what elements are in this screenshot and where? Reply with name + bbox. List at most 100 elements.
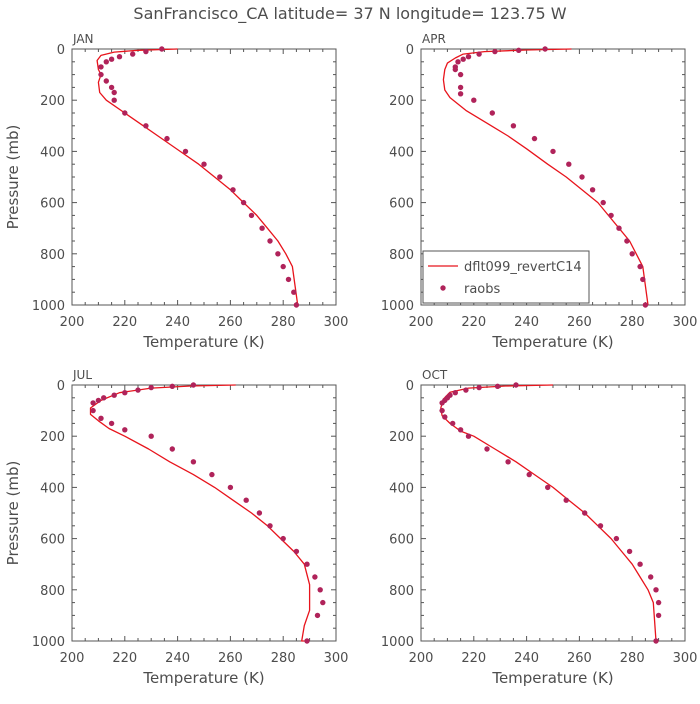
raobs-point — [256, 510, 263, 516]
raobs-point — [248, 212, 255, 219]
y-tick-label: 800 — [40, 584, 65, 599]
x-tick-label: 200 — [409, 651, 434, 666]
x-tick-label: 280 — [620, 315, 645, 330]
raobs-point — [267, 238, 273, 244]
raobs-point — [452, 66, 458, 73]
x-tick-label: 260 — [567, 651, 592, 666]
raobs-point — [465, 54, 472, 60]
raobs-point — [98, 64, 104, 70]
y-tick-label: 600 — [40, 533, 65, 548]
raobs-point — [275, 251, 281, 257]
y-tick-label: 0 — [57, 43, 65, 58]
raobs-point — [317, 587, 323, 593]
raobs-point — [613, 535, 620, 542]
raobs-point — [642, 302, 649, 308]
raobs-point — [457, 84, 464, 91]
raobs-point — [259, 225, 265, 231]
x-tick-label: 300 — [324, 315, 349, 330]
raobs-point — [227, 484, 234, 491]
raobs-point — [280, 535, 286, 542]
raobs-point — [608, 212, 614, 219]
x-axis-label: Temperature (K) — [142, 333, 264, 351]
raobs-point — [476, 384, 482, 391]
raobs-point — [304, 561, 310, 567]
raobs-point — [291, 289, 297, 295]
raobs-point — [624, 238, 630, 244]
raobs-point — [201, 161, 207, 167]
raobs-point — [267, 523, 273, 529]
raobs-point — [135, 387, 141, 393]
raobs-point — [108, 420, 115, 427]
plot-frame — [420, 384, 686, 642]
y-tick-label: 200 — [389, 94, 414, 109]
raobs-point — [111, 392, 117, 398]
raobs-point — [600, 199, 606, 206]
raobs-point — [505, 459, 511, 465]
raobs-point — [98, 71, 104, 78]
panel-apr: APR 200 220 240 260 280 300 0 200 400 600 800 1000 Te… — [381, 32, 698, 351]
raobs-point — [320, 599, 326, 606]
raobs-point — [90, 407, 96, 414]
raobs-point — [616, 225, 622, 231]
raobs-point — [169, 446, 175, 452]
x-tick-label: 280 — [271, 651, 296, 666]
raobs-point — [545, 484, 551, 491]
raobs-point — [637, 561, 643, 567]
y-tick-label: 600 — [40, 197, 65, 212]
raobs-point — [148, 433, 154, 439]
y-tick-label: 800 — [389, 248, 414, 263]
raobs-point — [217, 174, 223, 180]
y-tick-label: 200 — [40, 94, 65, 109]
x-tick-label: 220 — [461, 315, 486, 330]
raobs-point — [542, 46, 548, 52]
raobs-point — [122, 427, 128, 433]
raobs-point — [143, 48, 149, 55]
raobs-point — [108, 56, 115, 62]
raobs-point — [655, 612, 662, 619]
y-axis-label: Pressure (mb) — [4, 125, 22, 230]
raobs-point — [550, 148, 556, 155]
raobs-point — [471, 97, 477, 103]
y-tick-label: 400 — [40, 481, 65, 496]
y-tick-label: 400 — [40, 145, 65, 160]
x-axis-label: Temperature (K) — [491, 333, 613, 351]
x-tick-label: 200 — [60, 651, 85, 666]
raobs-point — [460, 56, 466, 62]
y-tick-label: 1000 — [381, 635, 414, 650]
y-tick-label: 0 — [406, 379, 414, 394]
raobs-point — [190, 459, 197, 465]
y-tick-label: 400 — [389, 145, 414, 160]
series-line-dflt099_revertC14 — [440, 384, 657, 642]
raobs-point — [655, 599, 662, 606]
raobs-point — [280, 263, 286, 270]
panel-oct: OCT 200 220 240 260 280 300 0 200 400 600 800 1000 Te… — [381, 368, 698, 687]
panel-jan: JAN 200 220 240 260 280 300 0 200 400 600 800 1000 Te… — [4, 32, 348, 351]
y-tick-label: 0 — [406, 43, 414, 58]
raobs-point — [597, 523, 604, 529]
raobs-point — [103, 78, 110, 84]
x-tick-label: 260 — [218, 315, 243, 330]
raobs-point — [240, 199, 247, 206]
raobs-point — [230, 187, 236, 193]
raobs-point — [98, 415, 104, 421]
raobs-point — [293, 548, 300, 555]
x-tick-label: 240 — [514, 651, 539, 666]
raobs-point — [513, 382, 519, 388]
panel-jul: JUL 200 220 240 260 280 300 0 200 400 600 800 1000 Te… — [4, 368, 348, 687]
y-tick-label: 200 — [40, 430, 65, 445]
x-tick-label: 200 — [60, 315, 85, 330]
raobs-point — [312, 574, 318, 580]
y-tick-label: 1000 — [32, 635, 65, 650]
x-tick-label: 240 — [165, 651, 190, 666]
raobs-point — [130, 51, 136, 57]
x-tick-label: 260 — [218, 651, 243, 666]
raobs-point — [484, 446, 490, 452]
y-tick-label: 1000 — [32, 299, 65, 314]
raobs-point — [304, 638, 310, 644]
legend-label-model: dflt099_revertC14 — [464, 260, 582, 275]
series-line-dflt099_revertC14 — [96, 48, 299, 306]
raobs-point — [526, 471, 532, 478]
panel-title: APR — [422, 32, 446, 46]
raobs-point — [95, 397, 102, 404]
x-tick-label: 300 — [673, 315, 698, 330]
